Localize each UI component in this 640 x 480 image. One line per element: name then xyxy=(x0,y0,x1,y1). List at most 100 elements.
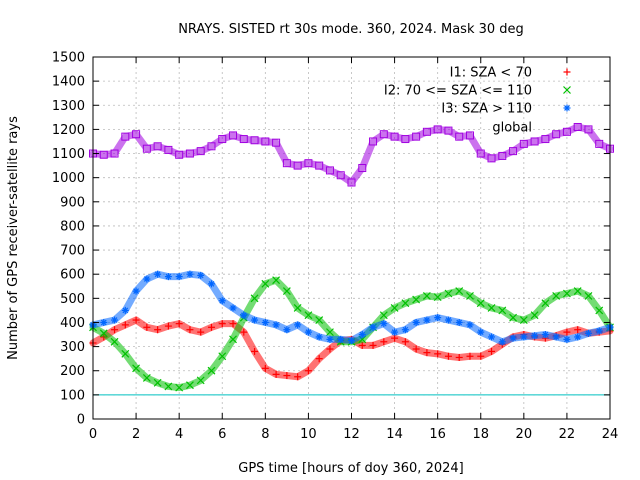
data-point xyxy=(175,273,183,281)
data-point xyxy=(132,316,140,324)
data-point xyxy=(251,347,259,355)
data-point xyxy=(261,279,270,288)
data-point xyxy=(347,178,356,187)
data-point xyxy=(325,166,334,175)
data-point xyxy=(229,320,237,328)
data-point xyxy=(272,370,280,378)
data-point xyxy=(520,333,528,341)
y-tick-label: 0 xyxy=(77,413,85,428)
data-point xyxy=(100,318,108,326)
data-point xyxy=(218,352,227,361)
data-point xyxy=(272,138,281,147)
data-point xyxy=(358,341,366,349)
data-point xyxy=(401,326,409,334)
y-tick-label: 300 xyxy=(60,340,85,355)
data-point xyxy=(358,331,366,339)
x-tick-label: 4 xyxy=(175,427,183,442)
data-point xyxy=(272,276,281,285)
data-point xyxy=(552,333,560,341)
data-point xyxy=(175,150,184,159)
data-point xyxy=(466,321,474,329)
y-tick-label: 500 xyxy=(60,292,85,307)
data-point xyxy=(197,271,205,279)
x-tick-label: 14 xyxy=(386,427,403,442)
data-point xyxy=(509,147,518,156)
data-point xyxy=(251,316,259,324)
x-tick-label: 0 xyxy=(89,427,97,442)
series-band xyxy=(89,123,614,186)
data-point xyxy=(326,328,334,337)
data-point xyxy=(519,316,528,324)
data-point xyxy=(509,313,517,322)
data-point xyxy=(185,149,194,158)
data-point xyxy=(563,328,571,336)
gridlines xyxy=(93,57,610,419)
data-point xyxy=(401,299,410,308)
x-tick-label: 18 xyxy=(472,427,489,442)
data-point xyxy=(240,328,248,336)
data-point xyxy=(315,161,324,170)
data-point xyxy=(574,326,582,334)
data-point xyxy=(121,132,130,141)
data-point xyxy=(218,320,226,328)
data-point xyxy=(423,349,431,357)
data-point xyxy=(412,132,421,141)
data-point xyxy=(380,338,388,346)
data-point xyxy=(348,337,355,345)
data-point xyxy=(509,334,517,342)
data-point xyxy=(293,304,302,312)
data-point xyxy=(584,125,593,134)
y-tick-label: 1400 xyxy=(52,75,85,90)
chart-title: NRAYS. SISTED rt 30s mode. 360, 2024. Ma… xyxy=(178,22,524,37)
data-point xyxy=(282,159,291,168)
data-point xyxy=(444,316,452,324)
data-point xyxy=(196,147,205,156)
data-point xyxy=(562,127,571,136)
y-tick-label: 400 xyxy=(60,316,85,331)
data-point xyxy=(476,149,485,158)
y-tick-label: 1200 xyxy=(52,123,85,138)
legend-label: global xyxy=(492,121,532,136)
data-point xyxy=(207,323,215,331)
data-point xyxy=(380,320,388,328)
data-point xyxy=(153,378,162,387)
y-tick-label: 900 xyxy=(60,195,85,210)
data-point xyxy=(164,322,172,330)
data-point xyxy=(466,352,474,360)
data-point xyxy=(261,318,269,326)
data-point xyxy=(541,135,550,144)
data-point xyxy=(574,333,582,341)
y-tick-label: 700 xyxy=(60,244,85,259)
data-point xyxy=(186,381,194,390)
x-tick-label: 10 xyxy=(300,427,317,442)
data-point xyxy=(530,137,539,146)
data-point xyxy=(358,164,367,173)
data-point xyxy=(336,171,345,180)
data-point xyxy=(99,150,108,159)
data-point xyxy=(175,383,184,392)
data-point xyxy=(531,332,539,340)
data-point xyxy=(304,367,312,375)
x-tick-label: 24 xyxy=(602,427,619,442)
data-point xyxy=(476,299,485,308)
data-point xyxy=(391,334,399,342)
data-point xyxy=(132,130,141,139)
data-point xyxy=(143,323,151,331)
data-point xyxy=(519,139,528,148)
x-tick-label: 22 xyxy=(559,427,576,442)
data-point xyxy=(444,289,453,298)
data-point xyxy=(434,350,442,358)
data-point xyxy=(466,291,474,300)
data-point xyxy=(390,304,399,312)
data-point xyxy=(304,159,313,168)
x-tick-label: 16 xyxy=(429,427,446,442)
data-point xyxy=(164,382,173,391)
data-point xyxy=(412,295,421,304)
legend-label: I2: 70 <= SZA <= 110 xyxy=(384,84,532,99)
data-point xyxy=(304,328,312,336)
data-point xyxy=(412,318,420,326)
data-point xyxy=(552,130,561,139)
data-point xyxy=(595,327,603,335)
data-point xyxy=(283,326,291,334)
y-tick-label: 1500 xyxy=(52,51,85,66)
